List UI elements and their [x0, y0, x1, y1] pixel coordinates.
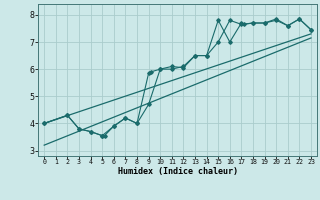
X-axis label: Humidex (Indice chaleur): Humidex (Indice chaleur) — [118, 167, 238, 176]
